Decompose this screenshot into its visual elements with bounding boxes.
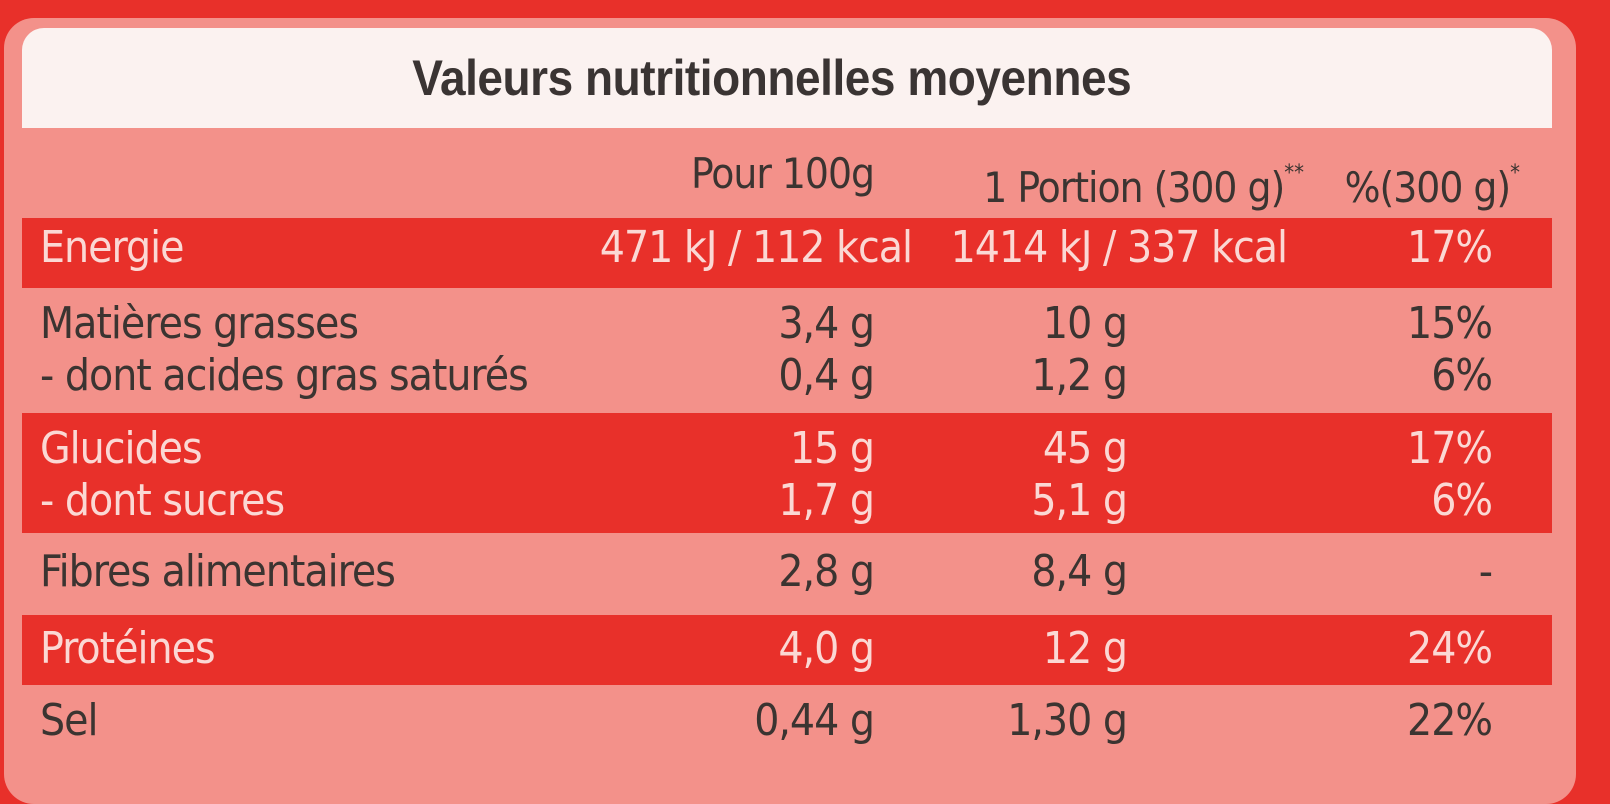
- header-portion-mark: **: [1284, 161, 1304, 186]
- header-pct-label: %(300 g): [1344, 163, 1511, 212]
- row-energie: Energie 471 kJ / 112 kcal 1414 kJ / 337 …: [22, 218, 1552, 288]
- row-per100: 4,0 g: [778, 623, 875, 674]
- row-label: Protéines: [40, 623, 216, 674]
- row-fibres: Fibres alimentaires 2,8 g 8,4 g -: [22, 538, 1552, 610]
- row-matieres-grasses: Matières grasses 3,4 g 10 g 15% - dont a…: [22, 290, 1552, 408]
- row-per100: 3,4 g: [778, 298, 875, 349]
- row-label: Energie: [40, 222, 184, 273]
- row-per100: 0,44 g: [754, 695, 875, 746]
- subrow-pct: 6%: [1431, 350, 1493, 401]
- header-pct-mark: *: [1510, 161, 1520, 186]
- row-label: Sel: [40, 695, 98, 746]
- column-header-row: Pour 100g 1 Portion (300 g)** %(300 g)*: [22, 140, 1552, 212]
- row-portion: 1414 kJ / 337 kcal: [950, 222, 1288, 273]
- row-pct: 17%: [1407, 423, 1493, 474]
- row-portion: 8,4 g: [1031, 546, 1128, 597]
- row-per100: 15 g: [789, 423, 875, 474]
- nutrition-panel: Valeurs nutritionnelles moyennes Pour 10…: [4, 18, 1576, 804]
- row-pct: 24%: [1407, 623, 1493, 674]
- subrow-per100: 1,7 g: [778, 475, 875, 526]
- header-portion: 1 Portion (300 g)**: [983, 144, 1304, 218]
- row-pct: -: [1478, 546, 1493, 597]
- subrow-per100: 0,4 g: [778, 350, 875, 401]
- subrow-portion: 5,1 g: [1031, 475, 1128, 526]
- row-sel: Sel 0,44 g 1,30 g 22%: [22, 687, 1552, 759]
- row-portion: 10 g: [1042, 298, 1128, 349]
- row-pct: 15%: [1407, 298, 1493, 349]
- header-pct: %(300 g)*: [1345, 144, 1520, 218]
- row-per100: 471 kJ / 112 kcal: [599, 222, 913, 273]
- row-proteines: Protéines 4,0 g 12 g 24%: [22, 615, 1552, 685]
- subrow-label: - dont sucres: [40, 475, 285, 526]
- row-portion: 1,30 g: [1007, 695, 1128, 746]
- row-label: Glucides: [40, 423, 203, 474]
- title-bar: Valeurs nutritionnelles moyennes: [22, 28, 1552, 128]
- row-label: Fibres alimentaires: [40, 546, 396, 597]
- row-pct: 22%: [1407, 695, 1493, 746]
- row-portion: 45 g: [1042, 423, 1128, 474]
- row-pct: 17%: [1407, 222, 1493, 273]
- row-per100: 2,8 g: [778, 546, 875, 597]
- subrow-label: - dont acides gras saturés: [40, 350, 529, 401]
- header-portion-label: 1 Portion (300 g): [983, 163, 1285, 212]
- subrow-portion: 1,2 g: [1031, 350, 1128, 401]
- row-label: Matières grasses: [40, 298, 359, 349]
- row-portion: 12 g: [1042, 623, 1128, 674]
- row-glucides: Glucides 15 g 45 g 17% - dont sucres 1,7…: [22, 413, 1552, 533]
- header-per100: Pour 100g: [691, 149, 875, 198]
- nutrition-title: Valeurs nutritionnelles moyennes: [412, 50, 1132, 106]
- subrow-pct: 6%: [1431, 475, 1493, 526]
